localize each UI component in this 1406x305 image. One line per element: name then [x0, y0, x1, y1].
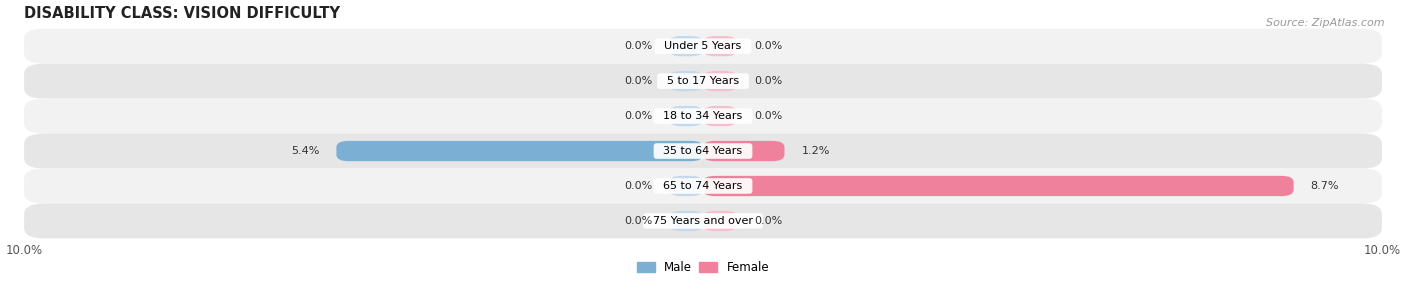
Text: 5 to 17 Years: 5 to 17 Years	[659, 76, 747, 86]
FancyBboxPatch shape	[24, 64, 1382, 99]
FancyBboxPatch shape	[703, 106, 737, 126]
FancyBboxPatch shape	[703, 211, 737, 231]
FancyBboxPatch shape	[24, 168, 1382, 203]
Text: 8.7%: 8.7%	[1310, 181, 1339, 191]
FancyBboxPatch shape	[703, 176, 1294, 196]
FancyBboxPatch shape	[336, 141, 703, 161]
Text: Under 5 Years: Under 5 Years	[658, 41, 748, 51]
Text: 0.0%: 0.0%	[624, 181, 652, 191]
Text: 0.0%: 0.0%	[624, 76, 652, 86]
FancyBboxPatch shape	[669, 106, 703, 126]
Legend: Male, Female: Male, Female	[633, 256, 773, 279]
Text: 1.2%: 1.2%	[801, 146, 830, 156]
FancyBboxPatch shape	[703, 36, 737, 56]
FancyBboxPatch shape	[669, 36, 703, 56]
Text: 0.0%: 0.0%	[754, 111, 782, 121]
Text: 18 to 34 Years: 18 to 34 Years	[657, 111, 749, 121]
FancyBboxPatch shape	[24, 203, 1382, 239]
Text: 0.0%: 0.0%	[754, 76, 782, 86]
Text: 0.0%: 0.0%	[754, 216, 782, 226]
Text: 35 to 64 Years: 35 to 64 Years	[657, 146, 749, 156]
FancyBboxPatch shape	[24, 29, 1382, 64]
Text: 0.0%: 0.0%	[624, 41, 652, 51]
FancyBboxPatch shape	[24, 134, 1382, 168]
Text: 75 Years and over: 75 Years and over	[645, 216, 761, 226]
FancyBboxPatch shape	[703, 141, 785, 161]
Text: 0.0%: 0.0%	[624, 111, 652, 121]
FancyBboxPatch shape	[24, 99, 1382, 134]
Text: 0.0%: 0.0%	[624, 216, 652, 226]
Text: Source: ZipAtlas.com: Source: ZipAtlas.com	[1267, 18, 1385, 28]
Text: DISABILITY CLASS: VISION DIFFICULTY: DISABILITY CLASS: VISION DIFFICULTY	[24, 5, 340, 20]
Text: 65 to 74 Years: 65 to 74 Years	[657, 181, 749, 191]
FancyBboxPatch shape	[669, 176, 703, 196]
FancyBboxPatch shape	[669, 211, 703, 231]
Text: 0.0%: 0.0%	[754, 41, 782, 51]
FancyBboxPatch shape	[703, 71, 737, 91]
FancyBboxPatch shape	[669, 71, 703, 91]
Text: 5.4%: 5.4%	[291, 146, 319, 156]
